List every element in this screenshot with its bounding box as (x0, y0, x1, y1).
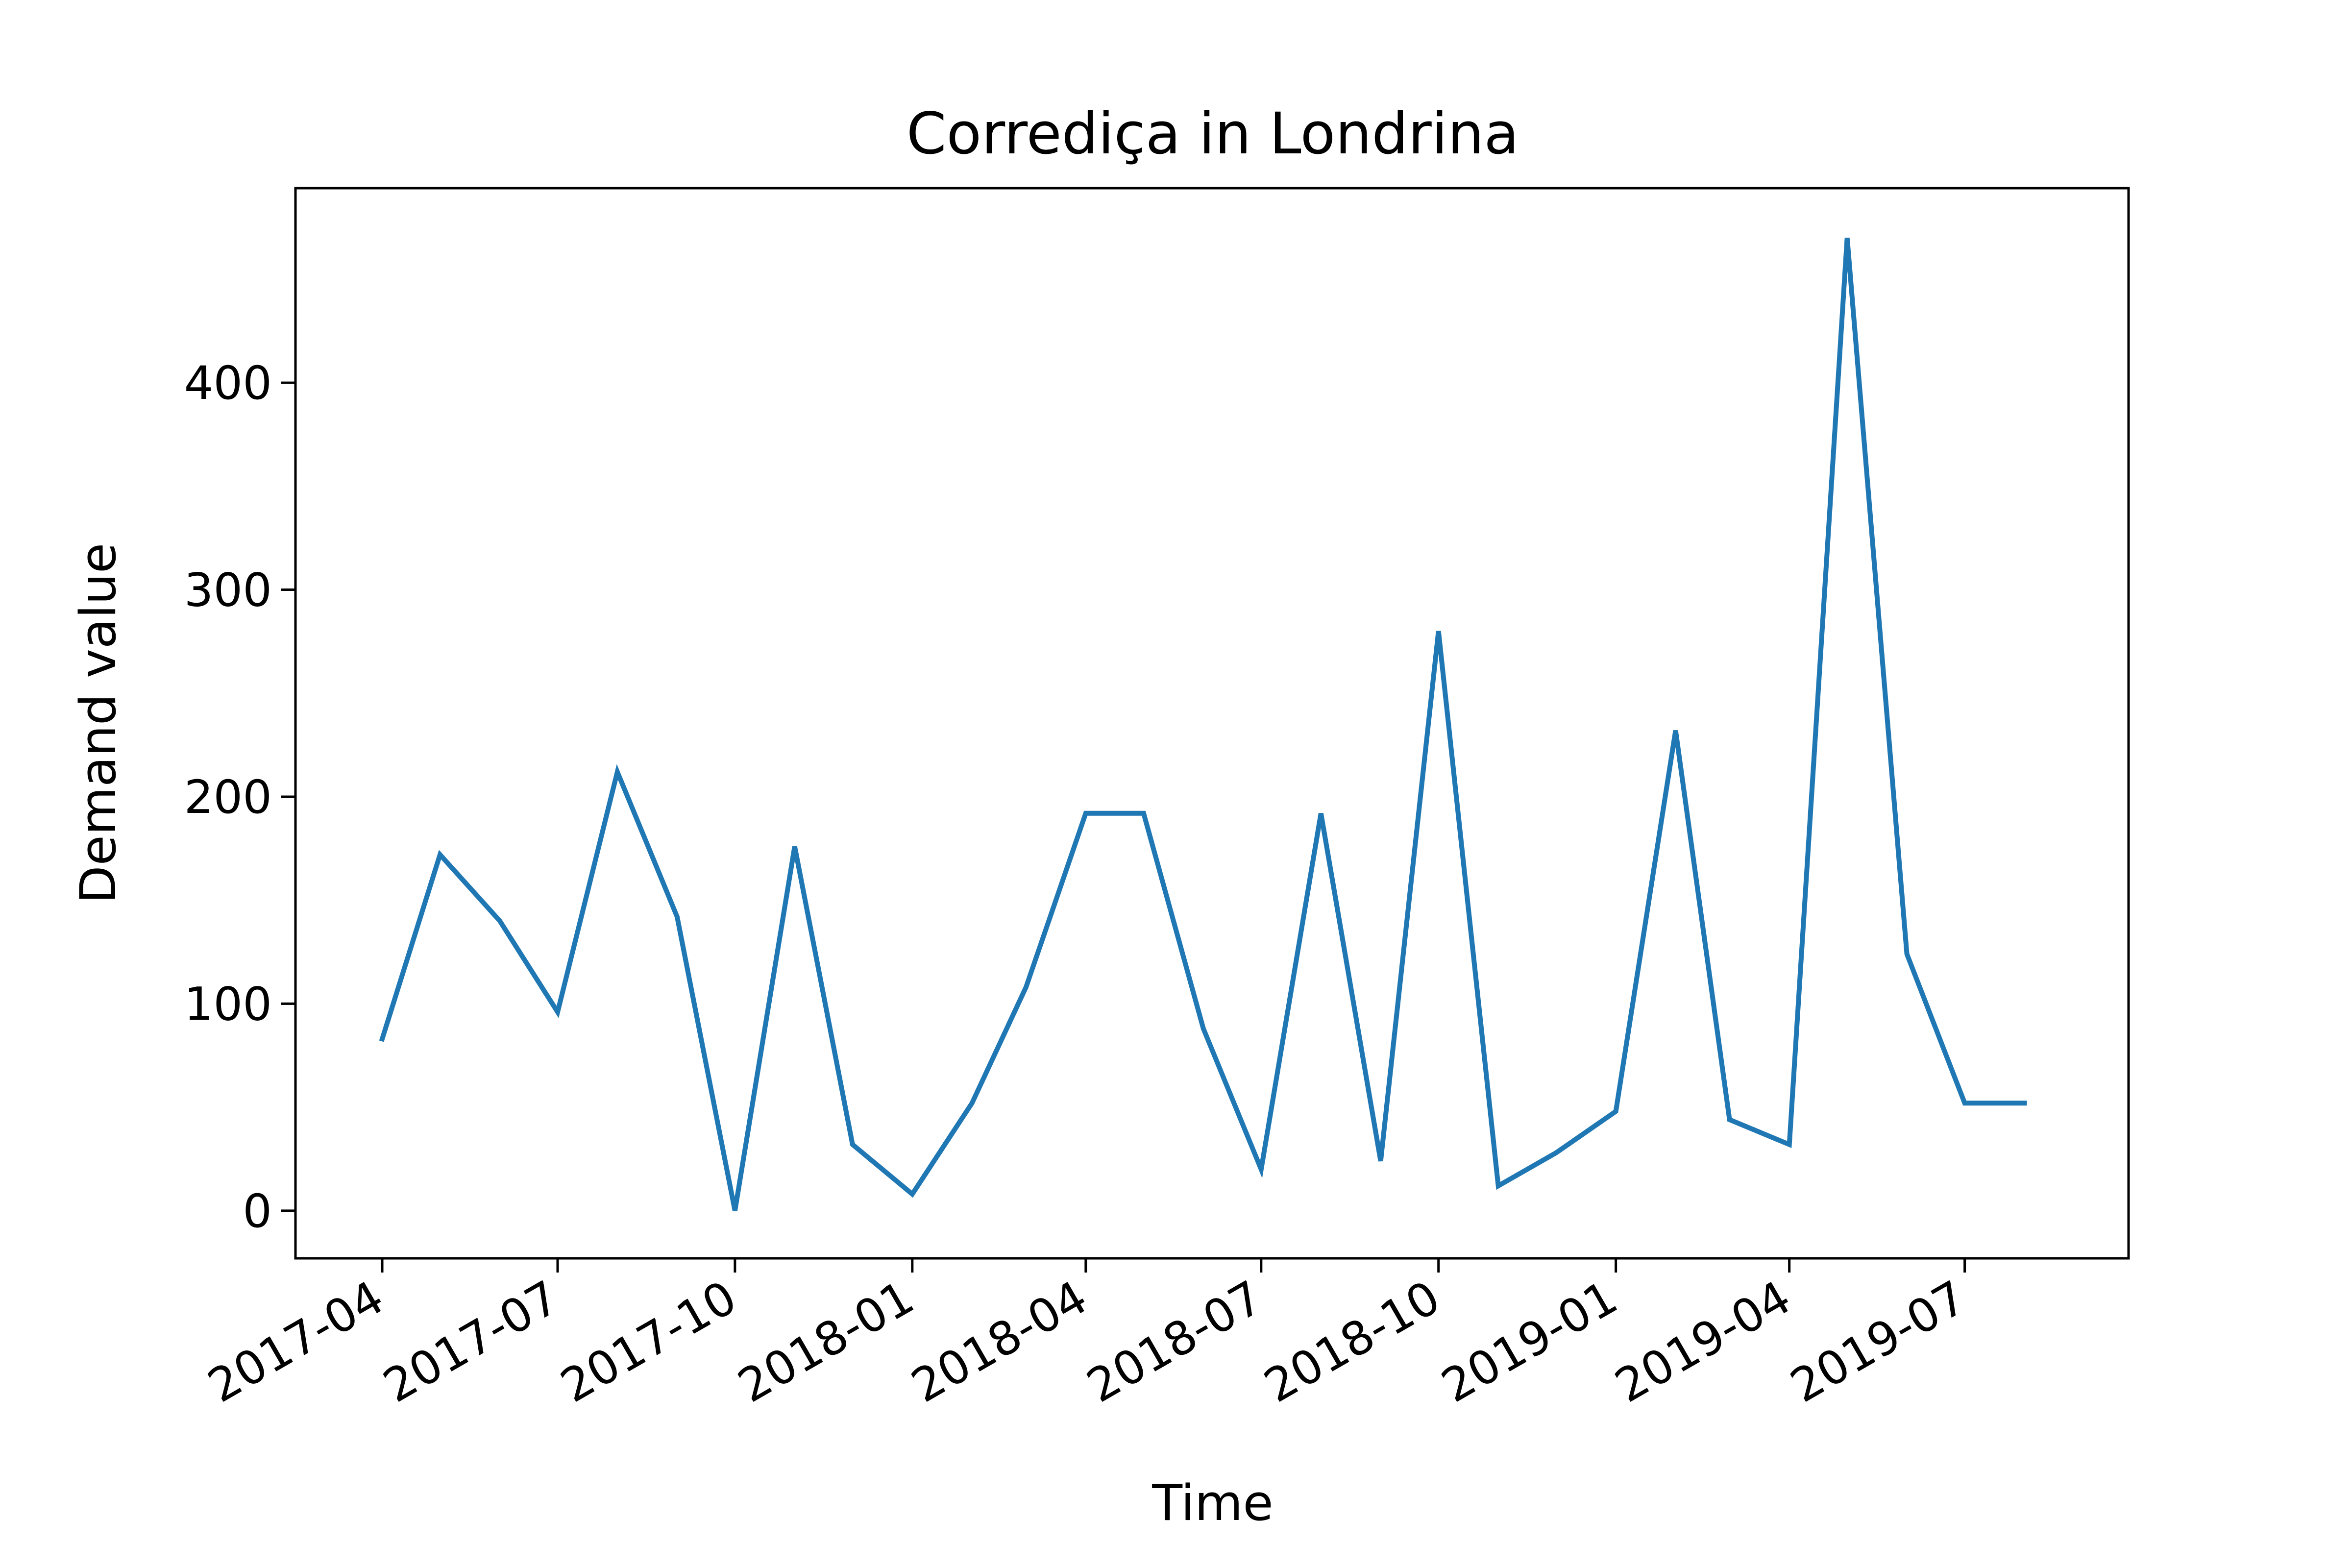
y-tick-label: 300 (184, 564, 272, 617)
y-axis: 0 100 200 300 400 (184, 357, 295, 1238)
y-tick-label: 400 (184, 357, 272, 410)
plot-area (379, 237, 2027, 1211)
y-tick-label: 100 (184, 978, 272, 1031)
y-tick-label: 0 (243, 1185, 272, 1238)
y-axis-label: Demand value (69, 543, 127, 904)
chart-title: Corrediça in Londrina (906, 100, 1519, 167)
plot-frame (294, 187, 2130, 1260)
series-line-0 (379, 237, 2027, 1211)
x-axis-label: Time (1152, 1474, 1273, 1532)
y-tick-label: 200 (184, 771, 272, 824)
